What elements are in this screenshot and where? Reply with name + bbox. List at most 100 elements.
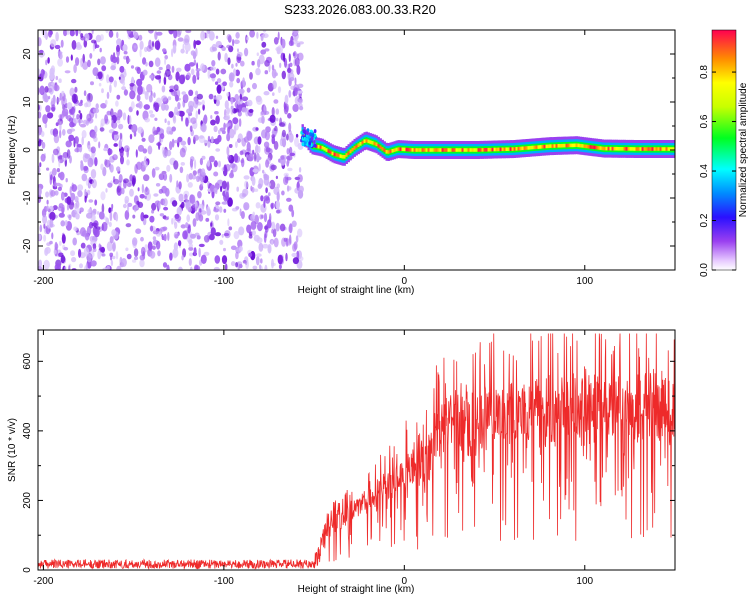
noise-speckle <box>111 56 118 63</box>
noise-speckle <box>260 110 267 116</box>
noise-speckle <box>46 199 49 205</box>
noise-speckle <box>226 107 231 115</box>
noise-speckle <box>252 211 256 220</box>
noise-speckle <box>121 187 125 195</box>
noise-speckle <box>299 97 303 104</box>
noise-speckle <box>81 173 88 182</box>
signal-cell <box>551 144 554 148</box>
noise-speckle <box>154 166 160 171</box>
noise-speckle <box>179 147 186 158</box>
noise-speckle <box>189 194 196 204</box>
noise-speckle <box>288 90 292 98</box>
noise-speckle <box>190 117 197 124</box>
noise-speckle <box>270 164 277 171</box>
noise-speckle <box>294 77 297 85</box>
noise-speckle <box>194 265 201 270</box>
noise-speckle <box>165 69 171 77</box>
signal-cell <box>423 148 426 152</box>
noise-speckle <box>244 47 249 57</box>
noise-speckle <box>224 52 228 63</box>
noise-speckle <box>271 107 275 117</box>
signal-cell <box>671 147 674 151</box>
noise-speckle <box>164 118 167 123</box>
noise-speckle <box>186 173 190 183</box>
noise-speckle <box>213 160 218 168</box>
noise-speckle <box>292 104 299 112</box>
noise-speckle <box>218 129 221 135</box>
noise-speckle <box>83 165 89 171</box>
noise-speckle <box>52 94 56 105</box>
signal-cell <box>323 147 326 151</box>
noise-speckle <box>176 67 182 73</box>
noise-speckle <box>286 133 289 141</box>
noise-speckle <box>227 154 232 161</box>
noise-speckle <box>58 240 62 246</box>
noise-speckle <box>126 253 132 260</box>
noise-speckle <box>92 67 99 77</box>
snr-y-tick-label: 400 <box>22 422 33 439</box>
noise-speckle <box>116 39 120 44</box>
noise-speckle <box>188 246 194 251</box>
noise-speckle <box>279 223 286 232</box>
noise-speckle <box>147 241 153 251</box>
noise-speckle <box>180 162 185 166</box>
noise-speckle <box>126 159 130 166</box>
noise-speckle <box>173 139 179 144</box>
noise-speckle <box>262 30 267 33</box>
spectrogram-x-tick-label: 100 <box>576 276 593 287</box>
noise-speckle <box>219 206 223 213</box>
noise-speckle <box>153 92 156 98</box>
noise-speckle <box>126 147 129 158</box>
noise-speckle <box>79 123 87 128</box>
signal-cell <box>509 147 512 151</box>
noise-speckle <box>138 100 143 109</box>
spectrogram-y-tick-label: 10 <box>22 96 33 108</box>
spectrogram-x-tick-label: -100 <box>214 276 234 287</box>
noise-speckle <box>286 238 292 246</box>
noise-speckle <box>236 51 243 58</box>
noise-speckle <box>256 253 262 257</box>
noise-speckle <box>80 161 84 171</box>
noise-speckle <box>113 154 117 158</box>
noise-speckle <box>164 217 169 221</box>
noise-speckle <box>264 264 268 270</box>
noise-speckle <box>104 114 109 124</box>
noise-speckle <box>257 222 263 232</box>
noise-speckle <box>173 30 178 39</box>
noise-speckle <box>82 152 89 163</box>
signal-cell <box>537 145 540 149</box>
noise-speckle <box>246 154 249 158</box>
noise-speckle <box>281 70 286 80</box>
signal-cell <box>577 143 580 148</box>
signal-cell <box>441 148 444 152</box>
signal-cell <box>555 144 558 148</box>
noise-speckle <box>43 234 47 242</box>
noise-speckle <box>287 71 291 81</box>
noise-speckle <box>279 117 282 126</box>
signal-cell <box>435 148 438 152</box>
signal-cell <box>629 147 632 151</box>
signal-cell <box>633 147 636 151</box>
noise-speckle <box>163 233 167 242</box>
noise-speckle <box>90 260 97 267</box>
colorbar-gradient <box>711 29 737 271</box>
noise-speckle <box>172 250 178 259</box>
noise-speckle <box>53 134 60 144</box>
noise-speckle <box>212 47 218 52</box>
noise-speckle <box>148 110 154 114</box>
signal-cell <box>563 143 566 148</box>
noise-speckle <box>66 149 71 159</box>
noise-speckle <box>156 126 161 133</box>
noise-speckle <box>74 86 78 93</box>
noise-speckle <box>190 266 193 270</box>
noise-speckle <box>62 129 66 136</box>
noise-speckle <box>75 213 80 220</box>
noise-speckle <box>136 200 140 205</box>
noise-speckle <box>143 104 150 110</box>
noise-speckle <box>296 42 301 48</box>
noise-speckle <box>77 190 83 198</box>
noise-speckle <box>239 150 244 156</box>
noise-speckle <box>103 147 109 152</box>
noise-speckle <box>114 132 118 143</box>
noise-speckle <box>148 60 154 68</box>
